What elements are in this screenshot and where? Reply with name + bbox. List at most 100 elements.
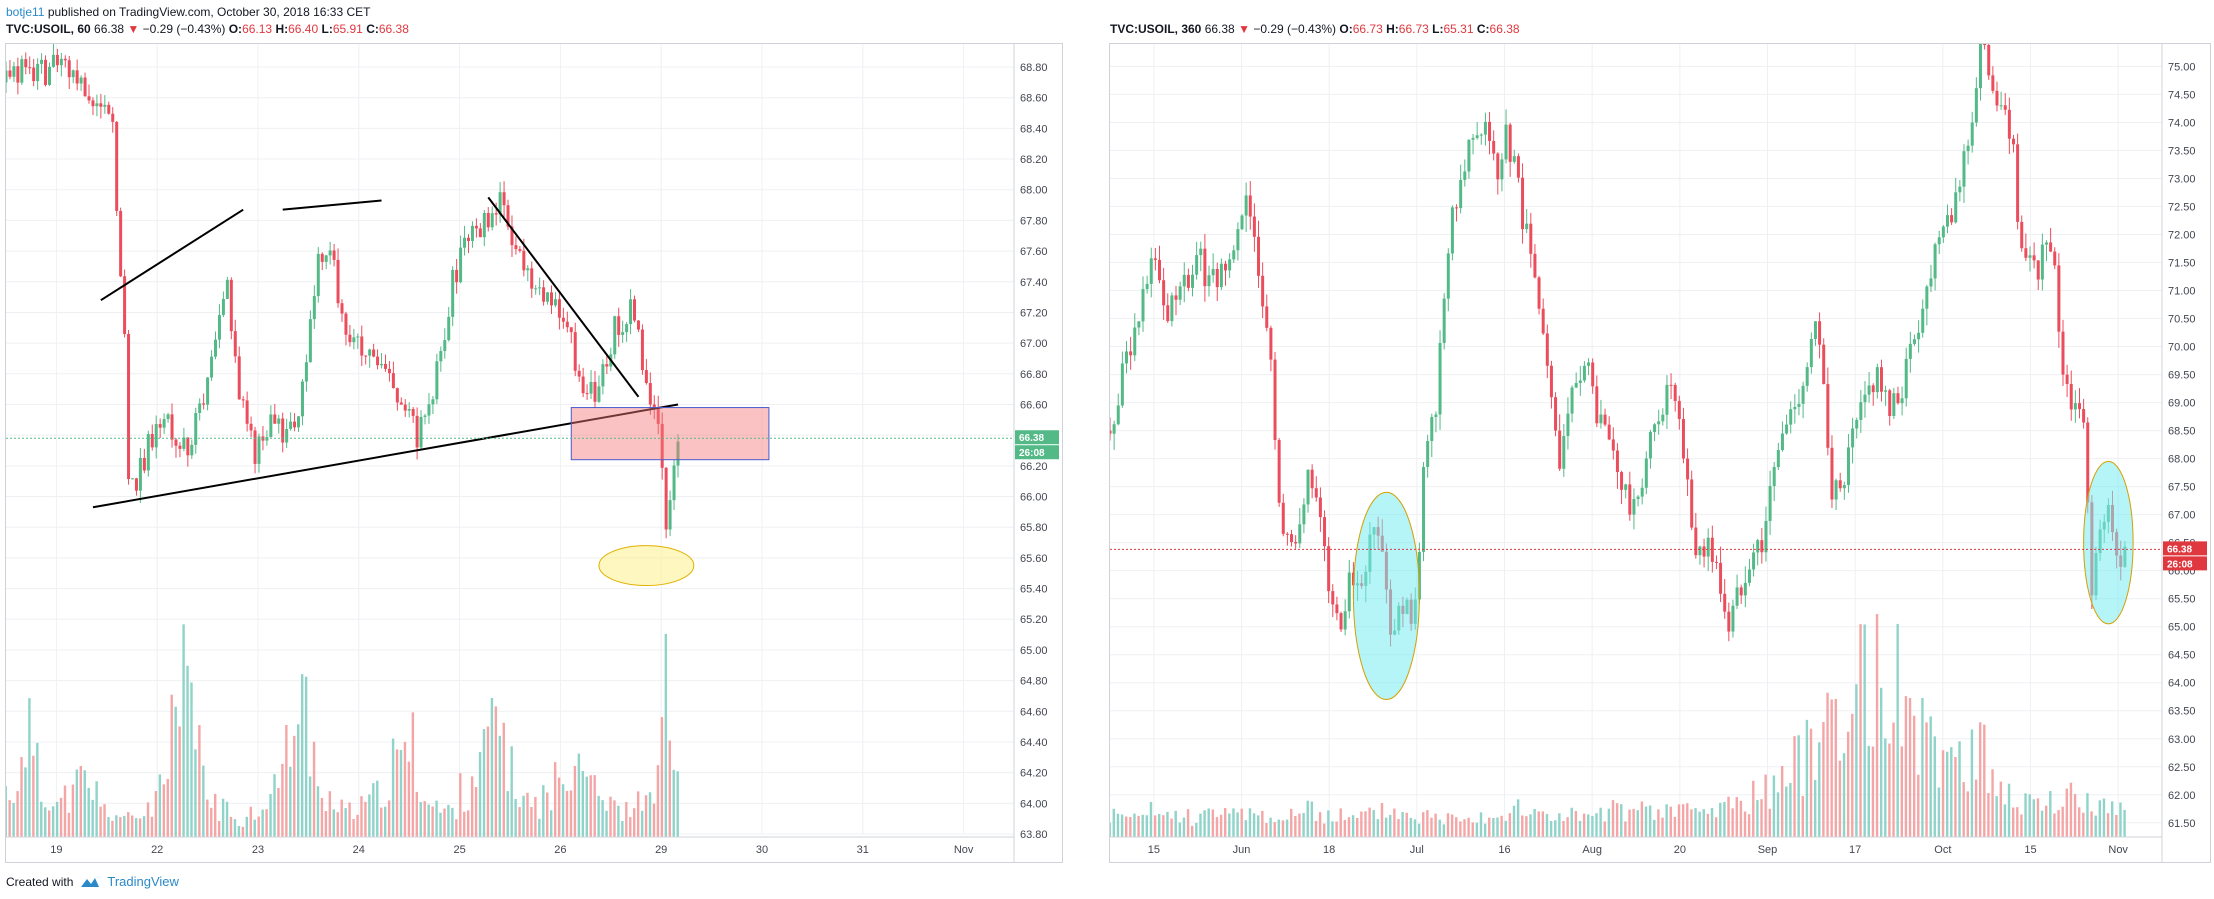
volume-bar — [1950, 747, 1953, 837]
volume-bar — [277, 787, 280, 837]
candle-body — [1248, 195, 1252, 217]
y-tick-label: 63.80 — [1020, 829, 1048, 841]
volume-bar — [312, 741, 316, 837]
candle-body — [127, 334, 131, 479]
right-symbol[interactable]: TVC:USOIL, 360 — [1110, 22, 1202, 36]
volume-bar — [1776, 792, 1780, 837]
candle-body — [498, 192, 502, 215]
candle-body — [372, 349, 376, 357]
volume-bar — [518, 807, 521, 837]
candle-body — [83, 77, 87, 97]
x-tick-label: 20 — [1674, 844, 1686, 856]
volume-bar — [1257, 815, 1260, 837]
x-tick-label: 19 — [50, 844, 62, 856]
candle-body — [1549, 365, 1553, 398]
candle-body — [640, 329, 644, 371]
volume-bar — [423, 801, 426, 837]
left-chart-svg[interactable]: 68.80 68.60 68.40 68.20 68.00 67.80 67.60 67.40… — [6, 44, 1062, 862]
volume-bar — [1859, 624, 1862, 837]
candle-body — [1475, 135, 1479, 138]
candle-body — [1137, 321, 1141, 328]
candle-body — [652, 404, 656, 408]
volume-bar — [1195, 822, 1198, 837]
volume-bar — [459, 773, 462, 837]
candle-body — [1434, 414, 1438, 417]
volume-bar — [221, 798, 225, 837]
right-chart-svg[interactable]: 75.00 74.50 74.00 73.50 73.00 72.50 72.00 71.50… — [1110, 44, 2210, 862]
volume-bar — [1450, 814, 1454, 837]
candle-body — [2049, 242, 2053, 252]
volume-bar — [2061, 806, 2064, 837]
volume-bar — [2082, 812, 2085, 837]
candle-body — [1240, 215, 1244, 230]
highlight-ellipse — [1352, 491, 1420, 701]
candle-body — [1859, 402, 1863, 420]
candle-body — [1133, 327, 1137, 356]
candle-body — [1463, 171, 1467, 180]
volume-bar — [1120, 814, 1124, 837]
tradingview-brand[interactable]: TradingView — [107, 874, 179, 889]
candle-body — [407, 409, 411, 411]
candle-body — [1999, 105, 2003, 107]
candle-body — [1871, 385, 1875, 393]
right-chart-panel[interactable]: 75.00 74.50 74.00 73.50 73.00 72.50 72.00 71.50… — [1109, 43, 2211, 863]
candle-body — [1199, 248, 1203, 256]
author-link[interactable]: botje11 — [6, 5, 45, 19]
volume-bar — [546, 792, 549, 837]
candle-body — [1178, 286, 1182, 300]
candle-body — [281, 418, 285, 443]
volume-bar — [1780, 766, 1784, 837]
volume-bar — [107, 817, 110, 837]
volume-bar — [1178, 822, 1182, 837]
volume-bar — [300, 674, 304, 837]
candle-body — [2016, 144, 2020, 222]
volume-bar — [182, 624, 185, 837]
x-tick-label: 17 — [1849, 844, 1861, 856]
volume-bar — [1125, 816, 1128, 837]
volume-bar — [1549, 821, 1553, 837]
volume-bar — [1785, 786, 1788, 837]
low-label: L: — [321, 22, 333, 36]
volume-bar — [2024, 793, 2027, 837]
y-tick-label: 70.50 — [2168, 314, 2196, 326]
volume-bar — [1611, 800, 1615, 837]
candle-body — [1632, 499, 1636, 515]
y-tick-label: 63.50 — [2168, 706, 2196, 718]
volume-bar — [1673, 816, 1677, 837]
volume-bar — [1764, 774, 1767, 837]
volume-bar — [2011, 807, 2015, 837]
volume-bar — [1669, 806, 1672, 837]
candle-body — [478, 228, 482, 238]
volume-bar — [569, 790, 573, 837]
volume-bar — [415, 791, 419, 837]
close-label: C: — [1476, 22, 1490, 36]
candle-body — [1648, 431, 1652, 459]
volume-bar — [2053, 813, 2056, 837]
left-symbol[interactable]: TVC:USOIL, 60 — [6, 22, 91, 36]
volume-bar — [1603, 821, 1606, 837]
left-chart-panel[interactable]: 68.80 68.60 68.40 68.20 68.00 67.80 67.60 67.40… — [5, 43, 1063, 863]
volume-bar — [676, 771, 679, 837]
y-tick-label: 64.00 — [2168, 678, 2196, 690]
last-price-tag — [2163, 541, 2207, 556]
volume-bar — [1356, 817, 1359, 837]
last-price-label: 66.38 — [2167, 544, 2192, 555]
volume-bar — [1141, 814, 1144, 837]
candle-body — [573, 332, 577, 371]
candle-body — [158, 424, 162, 428]
volume-bar — [261, 809, 264, 837]
candle-body — [79, 77, 83, 84]
volume-bar — [289, 766, 292, 837]
volume-bar — [1207, 808, 1210, 837]
candle-body — [617, 316, 621, 335]
candle-body — [1191, 274, 1195, 288]
tradingview-logo-icon — [81, 877, 100, 887]
candle-body — [1615, 450, 1619, 473]
candle-body — [20, 59, 24, 83]
candle-body — [1298, 524, 1302, 544]
candle-body — [1851, 428, 1855, 448]
candle-body — [1838, 480, 1842, 489]
candle-body — [1207, 275, 1211, 287]
candle-body — [1331, 591, 1335, 605]
candle-body — [1966, 145, 1970, 152]
